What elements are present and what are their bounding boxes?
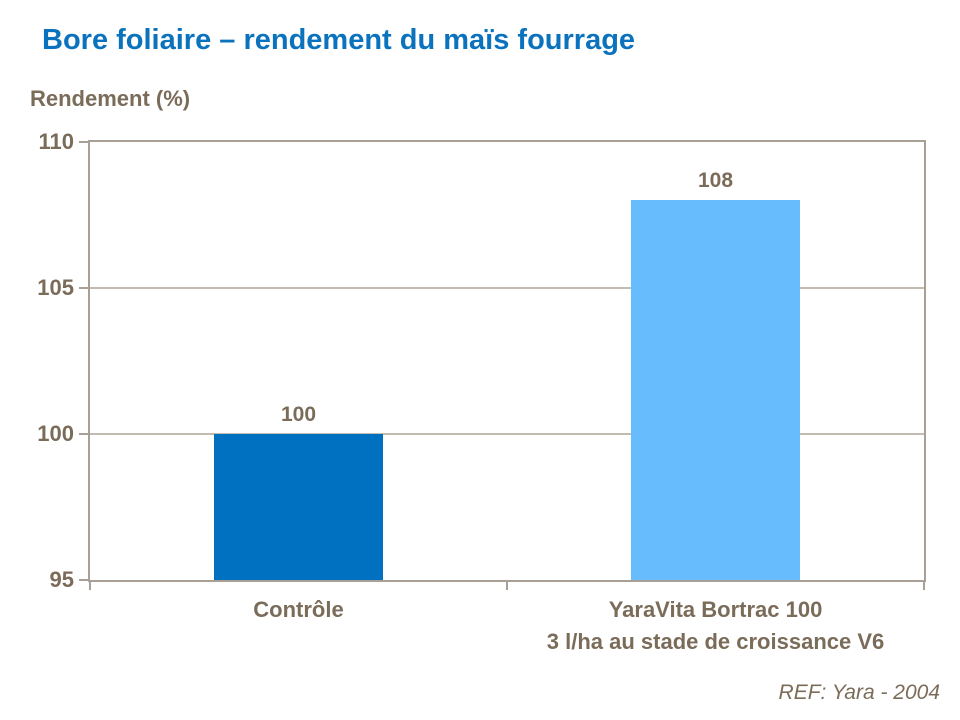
- y-tick-label: 100: [37, 421, 74, 446]
- bar-value-label: 100: [280, 403, 317, 426]
- category-label-line1: Contrôle: [253, 597, 344, 622]
- chart-title: Bore foliaire – rendement du maïs fourra…: [42, 24, 636, 56]
- category-label-line2: 3 l/ha au stade de croissance V6: [546, 629, 885, 654]
- x-tick-mark: [923, 580, 925, 590]
- x-tick-mark: [506, 580, 508, 590]
- category-label-0: Contrôle: [89, 594, 509, 626]
- y-tick-label: 110: [38, 129, 75, 154]
- y-tick-mark: [79, 433, 88, 435]
- bar-0: [214, 434, 383, 580]
- category-label-1: YaraVita Bortrac 100 3 l/ha au stade de c…: [506, 594, 926, 658]
- y-tick-label: 95: [49, 567, 74, 592]
- x-tick-mark: [89, 580, 91, 590]
- y-tick-mark: [79, 579, 88, 581]
- reference-note: REF: Yara - 2004: [778, 681, 940, 704]
- y-tick-label: 105: [37, 275, 74, 300]
- gridline-105: [90, 287, 924, 289]
- bar-1: [631, 200, 800, 580]
- gridline-100: [90, 433, 924, 435]
- y-tick-mark: [79, 141, 88, 143]
- y-axis-title: Rendement (%): [30, 86, 191, 111]
- category-label-line1: YaraVita Bortrac 100: [608, 597, 823, 622]
- plot-area: 100 108: [88, 140, 926, 582]
- bar-value-label: 108: [697, 169, 734, 193]
- y-tick-mark: [79, 287, 88, 289]
